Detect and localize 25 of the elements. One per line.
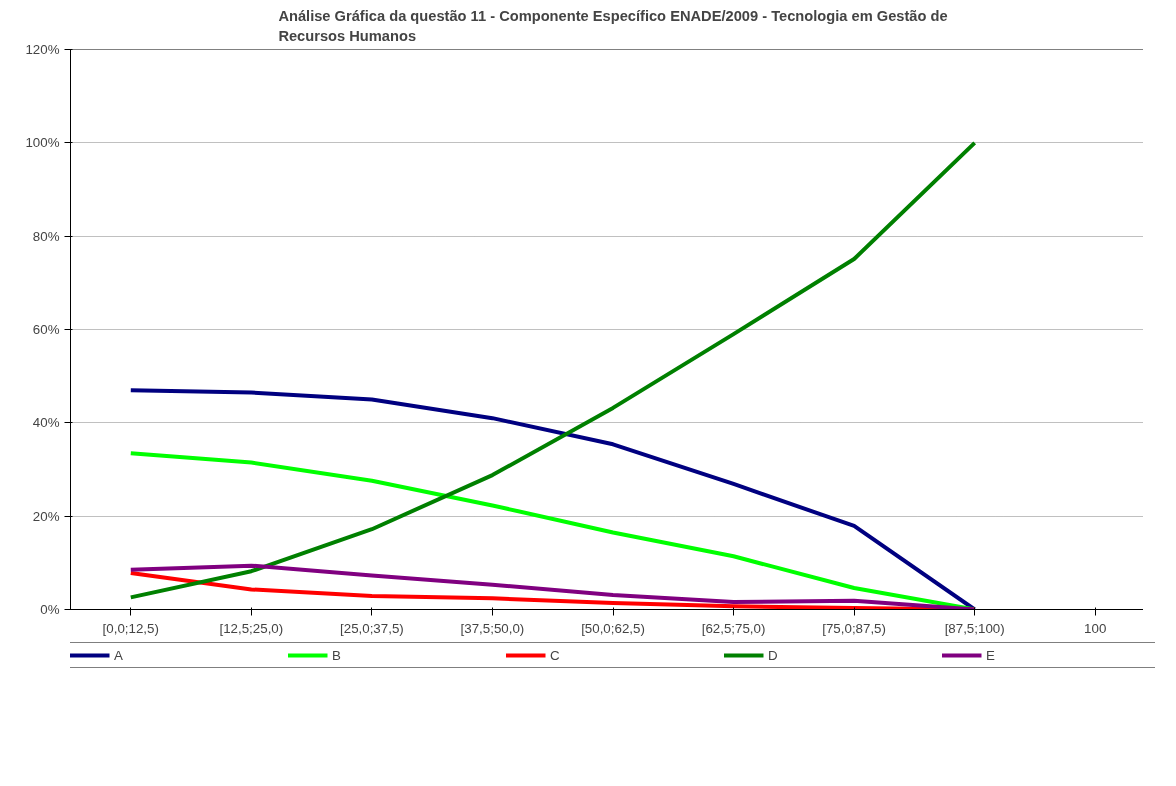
- chart-title: Análise Gráfica da questão 11 - Componente Específico ENADE/2009 - Tecnologia em Gestão de Recursos Humanos: [278, 7, 948, 45]
- y-tick-label: 60%: [32, 322, 60, 337]
- legend-label: E: [986, 647, 996, 663]
- y-tick-label: 20%: [32, 508, 60, 524]
- x-tick-label: [37,5;50,0): [460, 620, 525, 636]
- x-tick-label: [62,5;75,0): [701, 620, 766, 636]
- legend-label: A: [114, 647, 124, 663]
- x-tick-label: [12,5;25,0): [219, 620, 284, 636]
- legend-label: C: [550, 647, 561, 663]
- x-tick-label: [50,0;62,5): [581, 620, 645, 636]
- x-tick-label: [0,0;12,5): [102, 620, 159, 636]
- x-tick-label: [75,0;87,5): [822, 620, 886, 636]
- y-tick-label: 80%: [32, 228, 60, 244]
- line-series: [128, 388, 977, 610]
- y-tick-label: 120%: [25, 42, 60, 57]
- x-tick-label: [87,5;100): [944, 620, 1005, 636]
- x-tick-label: [25,0;37,5): [340, 620, 404, 636]
- line-series: [128, 140, 977, 600]
- y-tick-label: 40%: [32, 415, 60, 431]
- legend-label: B: [332, 647, 342, 663]
- y-tick-label: 100%: [25, 135, 60, 151]
- y-tick-label: 0%: [40, 602, 60, 617]
- x-tick-label: 100: [1084, 620, 1107, 636]
- line-series: [128, 563, 977, 610]
- legend-label: D: [768, 647, 779, 663]
